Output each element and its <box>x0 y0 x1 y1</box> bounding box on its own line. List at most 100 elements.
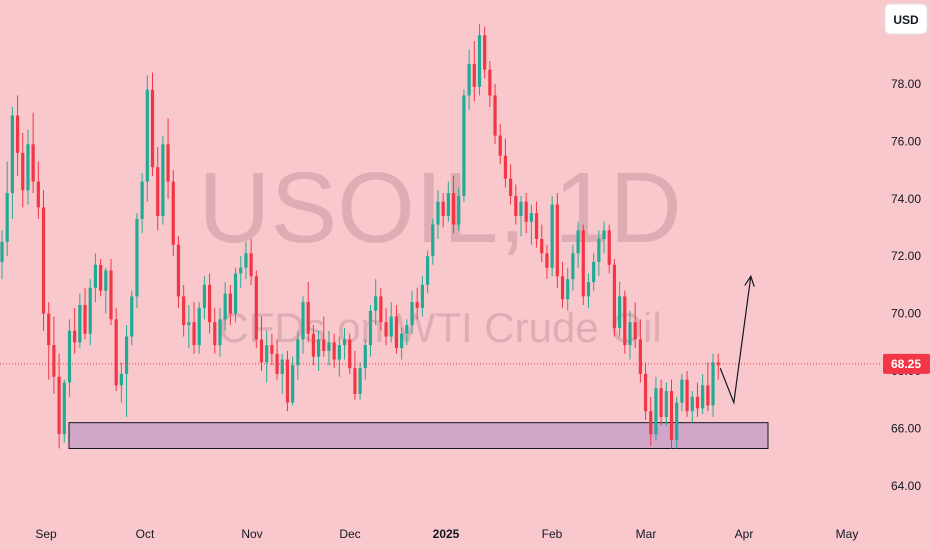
candle-body <box>0 241 4 262</box>
candle <box>680 373 684 412</box>
candle <box>690 391 694 423</box>
candle-body <box>15 115 20 153</box>
candle-body <box>659 388 663 417</box>
candle-body <box>612 264 617 328</box>
candle-body <box>296 339 300 366</box>
candle-body <box>62 382 66 435</box>
candle <box>488 61 492 107</box>
candle <box>104 267 108 314</box>
candle-body <box>446 193 450 217</box>
candle-body <box>638 339 642 374</box>
candle-body <box>363 345 367 369</box>
candle <box>623 290 627 354</box>
candle-body <box>93 264 98 288</box>
candle <box>451 175 456 234</box>
candle-body <box>316 339 321 357</box>
candle <box>10 106 14 219</box>
candle <box>88 279 92 346</box>
candle <box>545 244 549 280</box>
candle <box>410 290 414 334</box>
candle-body <box>519 201 523 217</box>
projection-arrowhead <box>744 274 755 287</box>
time-tick-label: Oct <box>136 527 155 541</box>
candle <box>296 330 300 380</box>
candle-body <box>124 336 129 374</box>
candle-body <box>78 304 82 343</box>
price-tick-label: 72.00 <box>891 249 921 263</box>
time-axis[interactable]: Sep Oct Nov Dec 2025 Feb Mar Apr May <box>35 527 858 541</box>
candle-body <box>389 316 393 337</box>
candle-body <box>451 193 456 225</box>
projection-layer <box>719 274 755 405</box>
candle-body <box>358 368 362 394</box>
candle-body <box>254 276 258 340</box>
candle-body <box>88 287 92 334</box>
candle-body <box>213 322 217 346</box>
price-tick-label: 76.00 <box>891 134 921 148</box>
candle-body <box>145 89 149 182</box>
current-price-label-bg <box>883 353 930 374</box>
candle-body <box>503 155 508 179</box>
candle <box>669 379 674 449</box>
candle-body <box>47 313 51 346</box>
candle <box>581 224 585 305</box>
candle-body <box>187 322 191 326</box>
candle-body <box>322 339 326 351</box>
candle <box>560 261 565 308</box>
candle <box>420 276 424 317</box>
candle-body <box>228 293 232 314</box>
candle <box>36 161 40 219</box>
candle-body <box>400 333 404 349</box>
price-tick-label: 64.00 <box>891 479 921 493</box>
candle <box>368 304 373 357</box>
candle-body <box>327 342 331 351</box>
candle-body <box>104 270 108 291</box>
candle-body <box>509 178 513 196</box>
candle <box>394 304 399 354</box>
currency-label: USD <box>893 13 919 27</box>
candle <box>571 244 575 291</box>
candle <box>498 124 502 165</box>
candle-body <box>202 284 207 308</box>
candle-body <box>99 264 103 291</box>
candle-body <box>545 253 549 268</box>
candle-body <box>493 95 497 136</box>
candle-body <box>472 63 476 87</box>
candle <box>493 84 497 145</box>
candle <box>415 287 419 320</box>
candle <box>519 195 523 237</box>
candle-body <box>711 362 715 406</box>
candle <box>187 304 191 349</box>
candle-body <box>441 201 445 217</box>
candle <box>109 259 113 326</box>
price-axis[interactable]: 64.0066.0068.0070.0072.0074.0076.0078.00… <box>883 77 930 493</box>
candle <box>602 221 606 254</box>
candle <box>524 193 528 234</box>
time-tick-label: May <box>836 527 859 541</box>
candle <box>182 284 186 337</box>
candle <box>280 353 284 394</box>
candle <box>659 379 663 426</box>
candle <box>701 373 705 415</box>
watermark-title: USOIL, 1D <box>198 152 682 264</box>
candle <box>327 330 331 366</box>
currency-button[interactable]: USD <box>884 3 928 35</box>
candle-body <box>161 144 165 217</box>
candle-body <box>394 316 399 349</box>
candle-body <box>701 385 705 409</box>
candle <box>31 112 35 194</box>
candle <box>218 307 222 357</box>
candle <box>353 350 357 400</box>
candle <box>311 325 315 366</box>
candle <box>462 89 466 202</box>
candle-body <box>405 325 409 334</box>
candle-body <box>415 302 419 308</box>
candle <box>171 170 175 257</box>
candle <box>566 267 570 311</box>
candle <box>695 382 700 417</box>
candle-body <box>602 230 606 239</box>
candle-body <box>379 296 383 323</box>
candle <box>400 327 404 360</box>
candle <box>285 350 290 412</box>
